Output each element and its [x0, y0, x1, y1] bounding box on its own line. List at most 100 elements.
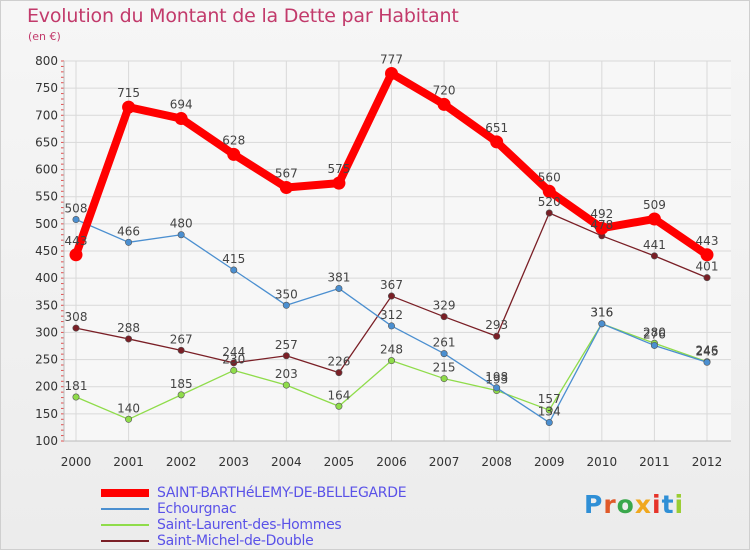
data-label: 466 — [117, 224, 140, 238]
data-label: 226 — [327, 355, 350, 369]
data-label: 280 — [643, 325, 666, 339]
y-tick-label: 150 — [35, 407, 58, 421]
data-point — [440, 313, 448, 321]
data-label: 198 — [485, 370, 508, 384]
x-tick-label: 2007 — [429, 455, 460, 469]
x-tick-label: 2001 — [113, 455, 144, 469]
data-label: 185 — [170, 377, 193, 391]
data-label: 316 — [590, 306, 613, 320]
data-label: 293 — [485, 318, 508, 332]
y-tick-label: 750 — [35, 81, 58, 95]
data-point — [177, 391, 185, 399]
x-tick-label: 2004 — [271, 455, 302, 469]
x-tick-label: 2012 — [692, 455, 723, 469]
data-label: 415 — [222, 252, 245, 266]
chart-unit: (en €) — [28, 30, 61, 43]
data-point — [647, 212, 661, 226]
data-label: 443 — [696, 234, 719, 248]
data-label: 215 — [433, 361, 456, 375]
data-label: 560 — [538, 170, 561, 184]
data-label: 720 — [433, 83, 456, 97]
legend-label: Echourgnac — [157, 501, 237, 517]
x-tick-label: 2002 — [166, 455, 197, 469]
data-label: 308 — [65, 310, 88, 324]
data-label: 441 — [643, 238, 666, 252]
data-point — [69, 248, 83, 262]
data-point — [385, 66, 398, 80]
data-label: 246 — [696, 344, 719, 358]
y-tick-label: 600 — [35, 163, 58, 177]
data-point — [282, 381, 290, 389]
data-point — [490, 135, 504, 149]
data-label: 350 — [275, 287, 298, 301]
logo-letter: P — [584, 490, 604, 519]
data-label: 203 — [275, 367, 298, 381]
data-label: 181 — [65, 379, 88, 393]
y-tick-label: 350 — [35, 298, 58, 312]
data-label: 257 — [275, 338, 298, 352]
data-point — [703, 358, 711, 366]
logo-letter: t — [661, 490, 675, 519]
data-point — [177, 231, 185, 239]
y-tick-label: 800 — [35, 54, 58, 68]
y-tick-label: 400 — [35, 271, 58, 285]
logo-letter: i — [652, 490, 662, 519]
data-point — [440, 350, 448, 358]
data-point — [387, 322, 395, 330]
data-point — [493, 332, 501, 340]
data-label: 443 — [65, 234, 88, 248]
data-point — [595, 221, 609, 235]
data-point — [230, 266, 238, 274]
data-point — [230, 366, 238, 374]
data-label: 245 — [696, 344, 719, 358]
legend-label: SAINT-BARTHéLEMY-DE-BELLEGARDE — [157, 485, 407, 501]
data-label: 288 — [117, 321, 140, 335]
proxiti-logo: Proxiti — [584, 490, 684, 519]
data-point — [279, 180, 293, 194]
legend-swatch — [101, 524, 149, 526]
data-label: 193 — [485, 373, 508, 387]
data-label: 312 — [380, 308, 403, 322]
x-tick-label: 2010 — [587, 455, 618, 469]
data-point — [437, 97, 451, 111]
x-tick-label: 2009 — [534, 455, 565, 469]
y-tick-label: 200 — [35, 380, 58, 394]
legend-label: Saint-Michel-de-Double — [157, 533, 314, 549]
data-point — [703, 274, 711, 282]
data-label: 480 — [170, 217, 193, 231]
data-label: 628 — [222, 133, 245, 147]
data-point — [650, 252, 658, 260]
data-point — [545, 209, 553, 217]
data-point — [174, 112, 188, 126]
x-tick-label: 2000 — [61, 455, 92, 469]
data-label: 244 — [222, 345, 245, 359]
data-point — [122, 100, 136, 114]
legend-swatch — [101, 489, 149, 497]
y-tick-label: 650 — [35, 135, 58, 149]
data-label: 316 — [590, 306, 613, 320]
data-label: 508 — [65, 202, 88, 216]
data-label: 777 — [380, 52, 403, 66]
data-point — [125, 415, 133, 423]
data-point — [230, 359, 238, 367]
data-label: 651 — [485, 121, 508, 135]
data-label: 134 — [538, 405, 561, 419]
data-label: 478 — [590, 218, 613, 232]
x-tick-label: 2011 — [639, 455, 670, 469]
logo-letter: x — [634, 490, 652, 519]
data-point — [72, 324, 80, 332]
y-tick-label: 100 — [35, 434, 58, 448]
data-label: 381 — [327, 270, 350, 284]
data-point — [387, 357, 395, 365]
x-tick-label: 2003 — [218, 455, 249, 469]
y-tick-label: 700 — [35, 108, 58, 122]
y-tick-label: 450 — [35, 244, 58, 258]
data-point — [650, 341, 658, 349]
data-label: 401 — [696, 260, 719, 274]
data-label: 567 — [275, 166, 298, 180]
x-tick-label: 2008 — [481, 455, 512, 469]
data-label: 140 — [117, 401, 140, 415]
data-label: 261 — [433, 336, 456, 350]
